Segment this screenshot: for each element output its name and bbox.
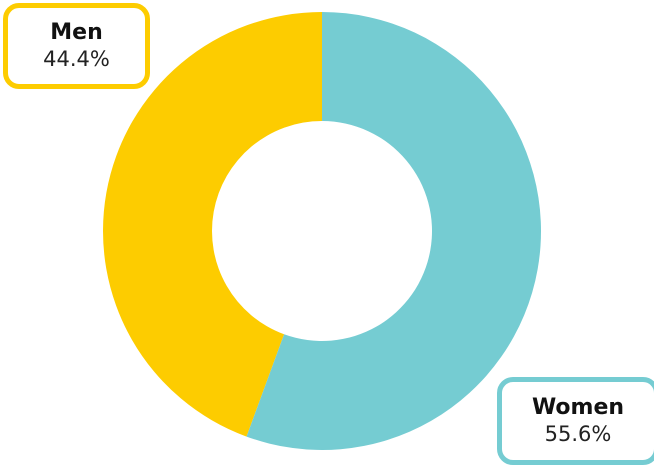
callout-men-label: Men [50,20,103,45]
slice-women [246,12,542,450]
callout-women-value: 55.6% [544,422,612,446]
callout-men-value: 44.4% [43,47,110,71]
callout-women: Women 55.6% [497,377,654,465]
slice-men [103,12,323,437]
callout-men: Men 44.4% [3,3,150,89]
callout-women-label: Women [531,395,625,420]
